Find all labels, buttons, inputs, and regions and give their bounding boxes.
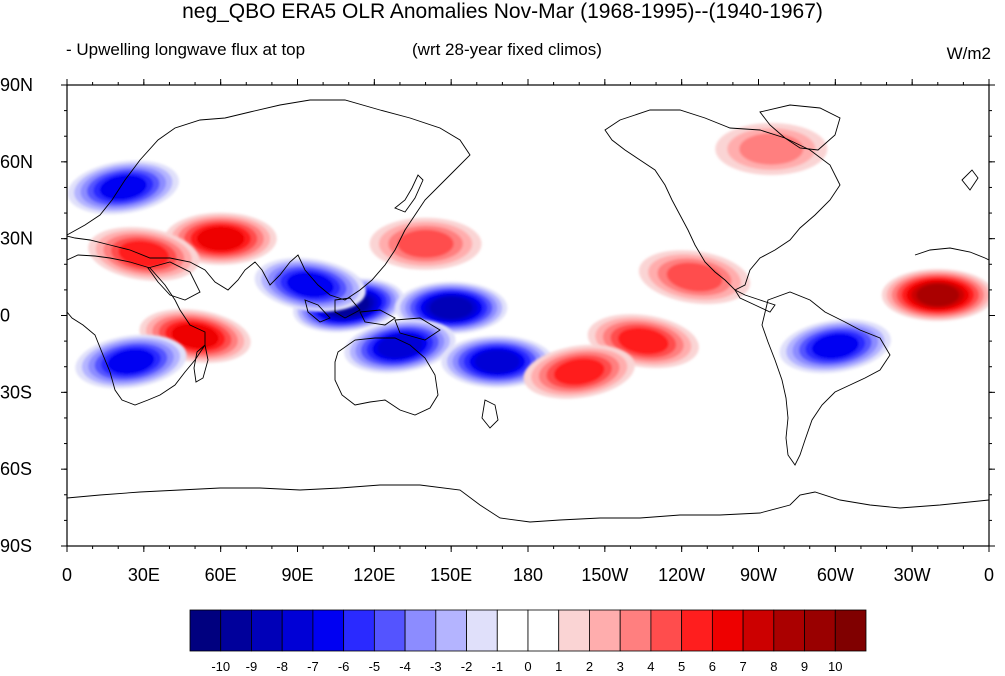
colorbar-swatch [681,609,713,652]
colorbar-swatch [527,609,560,652]
lat-tick-label: 60S [0,459,32,479]
lon-tick-label: 120W [658,565,705,585]
anomaly-region [523,344,635,399]
colorbar-swatch [589,609,621,652]
lon-tick-label: 150E [430,565,472,585]
colorbar-label: -7 [307,659,319,674]
colorbar-swatch [189,609,222,652]
colorbar-swatch [558,609,590,652]
lat-tick-label: 0 [0,306,10,326]
colorbar-label: 0 [524,659,531,674]
latitude-labels: 90N 60N 30N 0 30S 60S 90S [0,75,33,556]
anomaly-region [715,123,828,175]
anomaly-region [441,335,554,388]
colorbar-swatch [281,609,314,652]
lon-tick-label: 150W [581,565,628,585]
lon-tick-label: 0 [62,565,72,585]
lon-tick-label: 30W [894,565,931,585]
lon-tick-label: 90W [740,565,777,585]
lat-tick-label: 30S [0,382,32,402]
anomaly-field [67,85,989,546]
colorbar-label: 2 [586,659,593,674]
colorbar-label: 6 [709,659,716,674]
anomaly-region [369,217,482,270]
colorbar-swatch [650,609,683,652]
colorbar-label: -3 [430,659,442,674]
colorbar-label: 1 [555,659,562,674]
colorbar-label: -2 [461,659,473,674]
colorbar-label: -4 [399,659,411,674]
colorbar-swatch [619,609,652,652]
longitude-labels: 0 30E 60E 90E 120E 150E 180 150W 120W 90W 60W 30W 0 [62,565,994,585]
lon-tick-label: 180 [513,565,543,585]
colorbar-label: -5 [369,659,381,674]
colorbar-label: 3 [617,659,624,674]
colorbar-swatch [251,609,283,652]
colorbar-label: 4 [647,659,654,674]
lat-tick-label: 90S [0,536,32,556]
colorbar-swatch [466,609,498,652]
colorbar-swatch [435,609,467,652]
anomaly-region [75,334,187,389]
anomaly-region [395,281,508,334]
colorbar-swatch [220,609,252,652]
colorbar-label: 7 [739,659,746,674]
lon-tick-label: 60E [205,565,237,585]
lon-tick-label: 60W [817,565,854,585]
colorbar-swatch [804,609,836,652]
lat-tick-label: 90N [0,75,33,95]
colorbar-swatch [834,609,867,652]
colorbar-swatch [773,609,805,652]
lon-tick-label: 0 [984,565,994,585]
colorbar-swatch [373,609,406,652]
colorbar-swatch [404,609,437,652]
lon-tick-label: 90E [281,565,313,585]
map-title: neg_QBO ERA5 OLR Anomalies Nov-Mar (1968… [182,0,823,23]
colorbar-label: -10 [211,659,230,674]
colorbar-label: 10 [828,659,842,674]
map-ticks [61,79,995,552]
units-label: W/m2 [946,44,991,63]
anomaly-region [67,160,179,215]
colorbar-label: -1 [491,659,503,674]
anomaly-region [164,212,277,265]
colorbar-label: 9 [801,659,808,674]
colorbar-label: -8 [276,659,288,674]
anomaly-region [88,227,200,281]
colorbar-swatch [742,609,775,652]
lat-tick-label: 30N [0,229,33,249]
colorbar-swatch [711,609,744,652]
climatology-note: (wrt 28-year fixed climos) [412,40,602,59]
colorbar-label: 8 [770,659,777,674]
variable-description: - Upwelling longwave flux at top [66,40,306,59]
colorbar-label: -6 [338,659,350,674]
colorbar-swatch [496,609,529,652]
anomaly-region [881,269,989,321]
anomaly-region [779,319,891,374]
coastlines [67,99,989,523]
colorbar-swatch [312,609,345,652]
lon-tick-label: 30E [128,565,160,585]
colorbar: -10 -9 -8 -7 -6 -5 -4 -3 -2 -1 0 1 2 3 4 5 6 7 8 9 10 [189,609,867,674]
lat-tick-label: 60N [0,152,33,172]
colorbar-label: -9 [246,659,258,674]
anomaly-region [638,250,751,305]
colorbar-swatch [343,609,375,652]
colorbar-label: 5 [678,659,685,674]
lon-tick-label: 120E [353,565,395,585]
